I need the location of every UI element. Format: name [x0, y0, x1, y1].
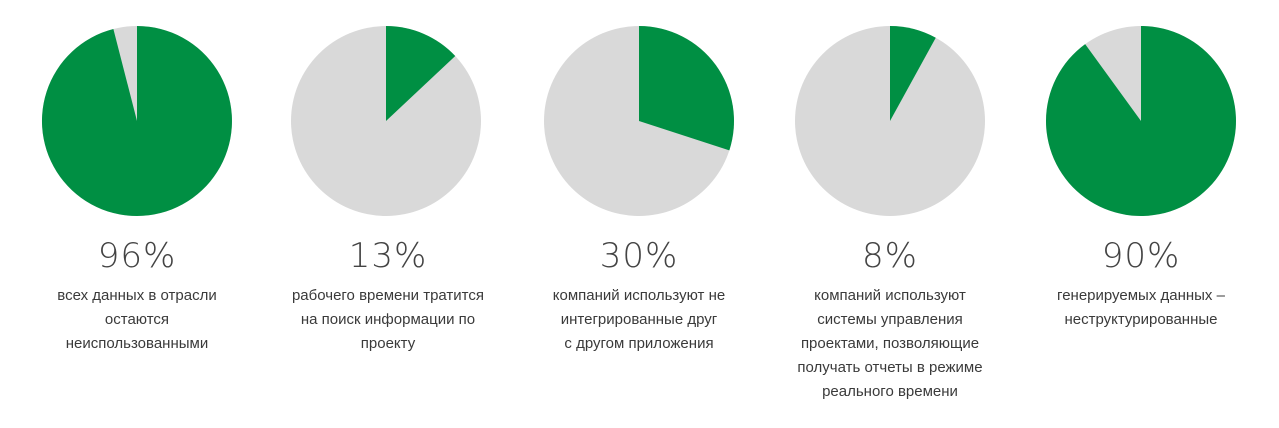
- caption-line: реального времени: [822, 383, 958, 400]
- caption-line: интегрированные друг: [560, 311, 718, 328]
- stat-percent: 90%: [1101, 236, 1181, 276]
- pie-slice-value: [890, 26, 936, 121]
- caption-line: компаний используют: [814, 287, 966, 304]
- stat-percent: 8%: [862, 236, 918, 276]
- pie-chart: [41, 25, 233, 217]
- pie-svg: [795, 26, 985, 216]
- caption-line: остаются: [104, 311, 170, 328]
- pie-chart: [1045, 25, 1237, 217]
- stat-4: 8% компаний используют системы управлени…: [765, 0, 1015, 428]
- pie-slice-value: [639, 26, 735, 151]
- pie-chart: [290, 25, 482, 217]
- stat-caption: компаний используют не интегрированные д…: [514, 284, 764, 356]
- stat-3: 30% компаний используют не интегрированн…: [514, 0, 764, 428]
- pie-svg: [41, 26, 232, 216]
- stat-caption: всех данных в отрасли остаются неиспольз…: [12, 284, 262, 356]
- pie-svg: [1045, 26, 1236, 216]
- caption-line: рабочего времени тратится: [291, 287, 485, 304]
- caption-line: генерируемых данных –: [1057, 287, 1225, 304]
- pie-chart: [543, 25, 735, 217]
- stat-5: 90% генерируемых данных – неструктуриров…: [1016, 0, 1266, 428]
- stat-2: 13% рабочего времени тратится на поиск и…: [263, 0, 513, 428]
- caption-line: получать отчеты в режиме: [797, 359, 983, 376]
- caption-line: неиспользованными: [65, 335, 209, 352]
- stat-caption: рабочего времени тратится на поиск инфор…: [263, 284, 513, 356]
- caption-line: системы управления: [817, 311, 963, 328]
- caption-line: компаний используют не: [552, 287, 726, 304]
- caption-line: проекту: [360, 335, 416, 352]
- stat-1: 96% всех данных в отрасли остаются неисп…: [12, 0, 262, 428]
- pie-svg: [291, 26, 481, 216]
- caption-line: всех данных в отрасли: [57, 287, 217, 304]
- caption-line: на поиск информации по: [300, 311, 476, 328]
- stat-percent: 13%: [348, 236, 428, 276]
- caption-line: с другом приложения: [564, 335, 714, 352]
- stat-caption: компаний используют системы управления п…: [765, 284, 1015, 404]
- stat-caption: генерируемых данных – неструктурированны…: [1016, 284, 1266, 332]
- caption-line: неструктурированные: [1064, 311, 1218, 328]
- pie-slice-value: [386, 26, 456, 121]
- pie-chart: [794, 25, 986, 217]
- pie-svg: [544, 26, 735, 216]
- stat-percent: 96%: [97, 236, 177, 276]
- pie-slice-value: [1045, 26, 1236, 216]
- pie-slice-value: [41, 26, 232, 216]
- caption-line: проектами, позволяющие: [800, 335, 980, 352]
- stat-percent: 30%: [599, 236, 679, 276]
